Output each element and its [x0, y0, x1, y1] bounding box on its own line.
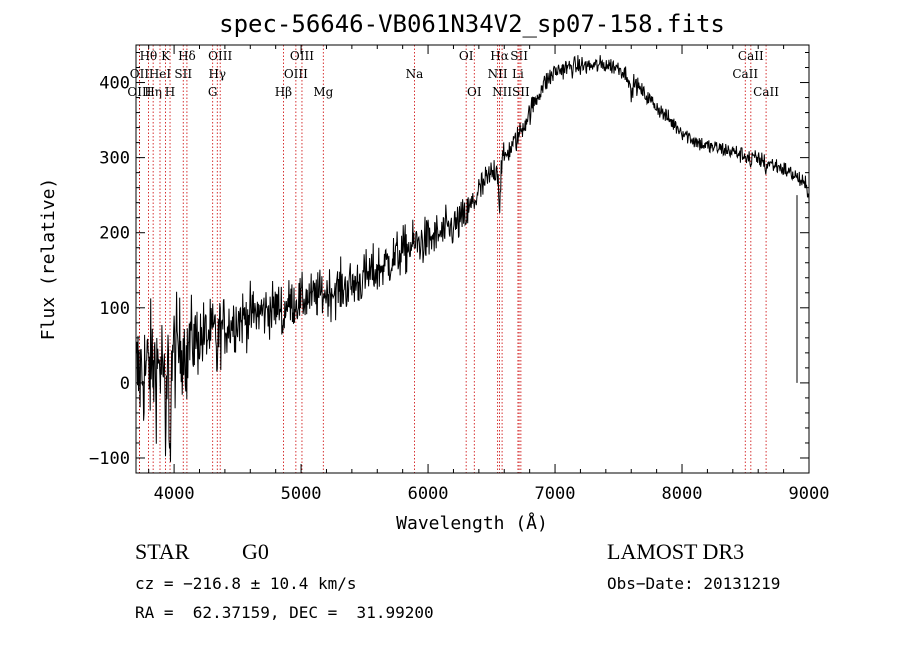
line-label: Hγ — [208, 67, 226, 81]
line-label: CaII — [732, 67, 758, 81]
object-class: STAR — [135, 539, 190, 564]
y-axis-label: Flux (relative) — [38, 178, 59, 341]
y-axis: −100 0 100 200 300 400 — [89, 52, 809, 469]
y-tick-label: 200 — [99, 224, 130, 244]
line-label: HeI — [149, 67, 172, 81]
line-label: SII — [510, 49, 528, 63]
line-label: OI — [459, 49, 474, 63]
line-label: Hα — [490, 49, 509, 63]
line-label: SII — [512, 85, 530, 99]
x-axis-label: Wavelength (Å) — [396, 512, 548, 534]
line-label: NII — [492, 85, 512, 99]
spectrum-line — [135, 55, 810, 462]
x-axis: 4000 5000 6000 7000 8000 9000 — [148, 45, 830, 504]
line-label: Li — [512, 67, 524, 81]
survey-name: LAMOST DR3 — [607, 539, 745, 564]
redshift-cz: cz = −216.8 ± 10.4 km/s — [135, 574, 357, 593]
line-label: OIII — [127, 85, 151, 99]
line-label: CaII — [753, 85, 779, 99]
x-tick-label: 8000 — [662, 484, 703, 504]
line-label: OI — [467, 85, 482, 99]
y-tick-label: 100 — [99, 299, 130, 319]
line-markers: HθOIIOIIIHηHeIKHSIIHδGOIIIHγHβOIIIOIIIMg… — [127, 45, 779, 473]
coordinates: RA = 62.37159, DEC = 31.99200 — [135, 603, 434, 622]
y-tick-label: 400 — [99, 74, 130, 94]
line-label: Na — [406, 67, 424, 81]
line-label: SII — [174, 67, 192, 81]
spectrum-chart: spec-56646-VB061N34V2_sp07-158.fits Hθ OI… — [0, 0, 900, 540]
y-tick-label: 0 — [120, 374, 130, 394]
line-label: Hη — [144, 85, 162, 99]
line-label: Hβ — [275, 85, 292, 99]
line-label: NII — [488, 67, 508, 81]
x-tick-label: 9000 — [789, 484, 830, 504]
line-label: H — [165, 85, 175, 99]
plot-frame — [135, 44, 810, 474]
chart-title: spec-56646-VB061N34V2_sp07-158.fits — [219, 10, 725, 38]
y-tick-label: 300 — [99, 149, 130, 169]
y-tick-label: −100 — [89, 449, 130, 469]
observation-date: Obs−Date: 20131219 — [607, 574, 781, 593]
line-label: OIII — [284, 67, 308, 81]
x-tick-label: 6000 — [408, 484, 449, 504]
chart-background — [0, 0, 900, 540]
object-subclass: G0 — [242, 539, 269, 564]
x-tick-label: 5000 — [281, 484, 322, 504]
line-label: K — [161, 49, 171, 63]
line-label: Hδ — [178, 49, 196, 63]
spectrum-series — [135, 55, 810, 462]
x-tick-label: 7000 — [535, 484, 576, 504]
line-label: Hθ — [140, 49, 158, 63]
line-label: OIII — [208, 49, 232, 63]
line-label: CaII — [738, 49, 764, 63]
line-label: OIII — [290, 49, 314, 63]
line-label: G — [208, 85, 218, 99]
x-tick-label: 4000 — [154, 484, 195, 504]
line-label: Mg — [313, 85, 333, 99]
